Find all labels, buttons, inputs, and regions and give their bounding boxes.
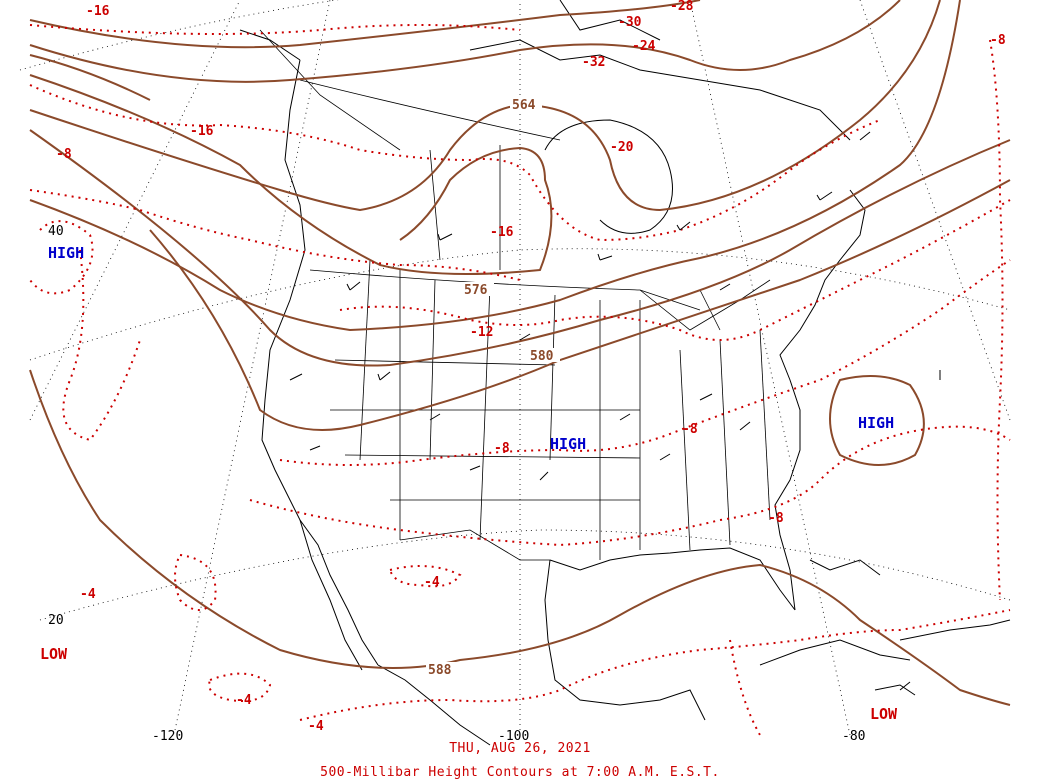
pressure-centers: HIGH HIGH HIGH LOW LOW bbox=[40, 244, 898, 723]
temp-label: -20 bbox=[610, 140, 634, 155]
temp-label: -28 bbox=[670, 0, 694, 14]
height-label-580: 580 bbox=[530, 349, 554, 364]
coastlines bbox=[239, 0, 1011, 746]
latitude-label-20: 20 bbox=[48, 613, 64, 628]
temp-label: -16 bbox=[490, 225, 514, 240]
high-pressure-label: HIGH bbox=[48, 244, 84, 262]
temp-label: -4 bbox=[236, 693, 252, 708]
high-pressure-label: HIGH bbox=[550, 435, 586, 453]
temp-label: -24 bbox=[632, 39, 656, 54]
longitude-label-100: -100 bbox=[498, 729, 529, 744]
temp-label: -32 bbox=[582, 55, 605, 70]
map-date-caption: THU, AUG 26, 2021 bbox=[449, 741, 591, 756]
longitude-label-120: -120 bbox=[152, 729, 183, 744]
height-contours bbox=[29, 0, 1011, 706]
wind-barbs bbox=[289, 131, 941, 691]
longitude-label-80: -80 bbox=[842, 729, 865, 744]
temp-label: -8 bbox=[682, 422, 698, 437]
temp-label: -12 bbox=[470, 325, 493, 340]
temperature-isotherms bbox=[29, 24, 1011, 736]
low-pressure-label: LOW bbox=[40, 645, 68, 663]
height-label-564: 564 bbox=[512, 98, 536, 113]
temp-label: -16 bbox=[86, 4, 110, 19]
height-label-588: 588 bbox=[428, 663, 452, 678]
latitude-label-40: 40 bbox=[48, 224, 64, 239]
temperature-labels: -16 -24 -28 -30 -32 -20 -8 -16 -16 -12 -… bbox=[56, 0, 1006, 734]
height-contour-labels: 564 576 580 588 bbox=[426, 97, 560, 678]
temp-label: -16 bbox=[190, 124, 214, 139]
map-title-caption: 500-Millibar Height Contours at 7:00 A.M… bbox=[320, 765, 720, 780]
temp-label: -30 bbox=[618, 15, 642, 30]
temp-label: -8 bbox=[990, 33, 1006, 48]
temp-label: -8 bbox=[494, 441, 510, 456]
high-pressure-label: HIGH bbox=[858, 414, 894, 432]
temp-label: -4 bbox=[424, 575, 440, 590]
temp-label: -4 bbox=[308, 719, 324, 734]
height-label-576: 576 bbox=[464, 283, 488, 298]
graticule bbox=[19, 0, 1011, 736]
temp-label: -8 bbox=[56, 147, 72, 162]
temp-label: -8 bbox=[768, 511, 784, 526]
temp-label: -4 bbox=[80, 587, 96, 602]
low-pressure-label: LOW bbox=[870, 705, 898, 723]
